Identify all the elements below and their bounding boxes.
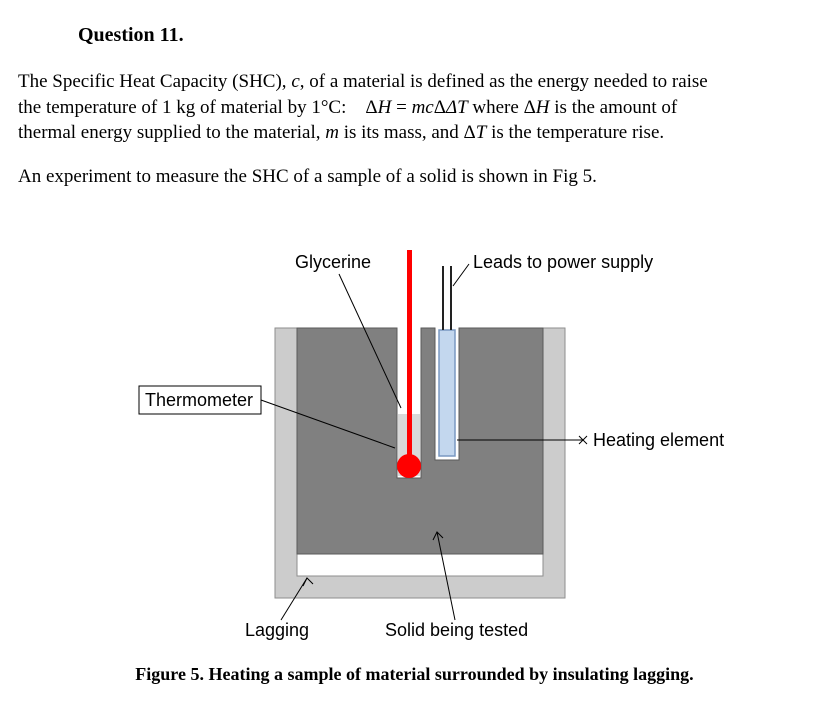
text: the temperature of 1 kg of material by 1… [18,97,378,118]
var-T2: T [476,122,487,143]
text: The Specific Heat Capacity (SHC), [18,71,291,92]
text: is its mass, and Δ [339,122,476,143]
text: Δ [434,97,446,118]
text: where Δ [468,97,536,118]
text: is the temperature rise. [486,122,664,143]
thermometer-label: Thermometer [145,390,253,410]
var-H2: H [536,97,550,118]
text: , of a material is defined as the energy… [300,71,708,92]
definition-paragraph: The Specific Heat Capacity (SHC), c, of … [18,69,811,146]
text: = [391,97,411,118]
leads-pointer [453,264,469,286]
text: thermal energy supplied to the material, [18,122,325,143]
thermometer-bulb [397,454,421,478]
var-T: ΔT [446,97,468,118]
figure-caption: Figure 5. Heating a sample of material s… [18,664,811,685]
glycerine-label: Glycerine [295,252,371,272]
thermometer-stem [407,250,412,464]
leads-label: Leads to power supply [473,252,653,272]
intro-paragraph: An experiment to measure the SHC of a sa… [18,164,811,190]
question-title: Question 11. [78,24,811,47]
lagging-label: Lagging [245,620,309,640]
heating-element-shape [439,330,455,456]
heating-element-label: Heating element [593,430,724,450]
var-m: m [325,122,339,143]
var-H: H [378,97,392,118]
shc-apparatus-diagram: Glycerine Leads to power supply Thermomete… [95,238,735,658]
var-c: c [291,71,299,92]
text: is the amount of [550,97,678,118]
solid-label: Solid being tested [385,620,528,640]
var-mc: mc [412,97,434,118]
diagram-container: Glycerine Leads to power supply Thermomete… [18,208,811,685]
